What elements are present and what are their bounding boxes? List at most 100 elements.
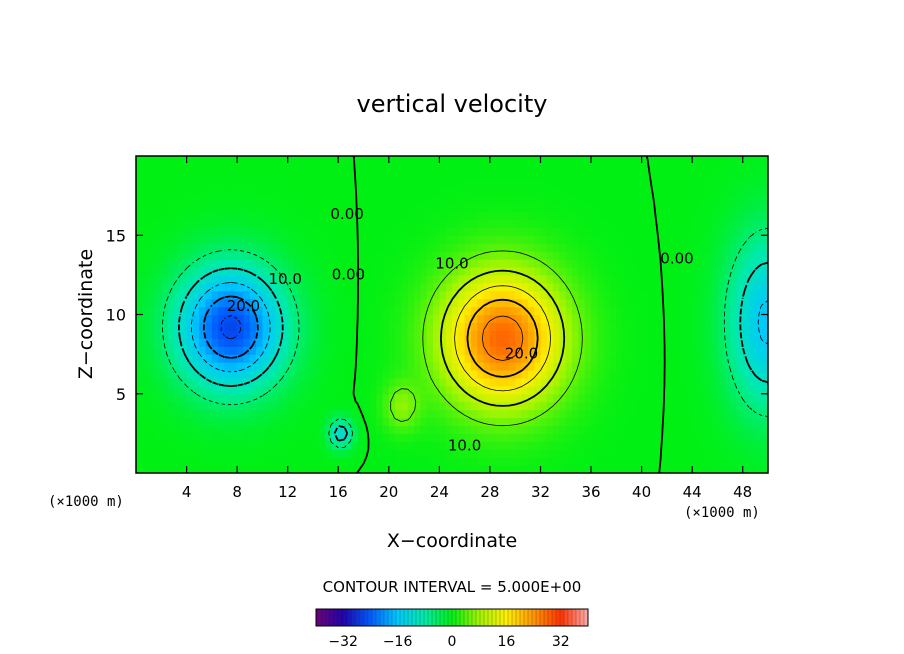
heatmap-cell xyxy=(439,306,447,316)
heatmap-cell xyxy=(319,362,327,371)
heatmap-cell xyxy=(211,449,219,458)
heatmap-cell xyxy=(224,235,232,244)
heatmap-cell xyxy=(572,385,579,395)
heatmap-cell xyxy=(331,457,339,466)
heatmap-cell xyxy=(357,433,365,442)
heatmap-cell xyxy=(218,156,226,165)
heatmap-cell xyxy=(572,203,579,213)
heatmap-cell xyxy=(496,417,504,427)
heatmap-cell xyxy=(268,322,276,331)
heatmap-cell xyxy=(679,274,687,284)
heatmap-cell xyxy=(439,179,447,189)
heatmap-cell xyxy=(369,227,377,236)
heatmap-cell xyxy=(294,156,301,165)
heatmap-cell xyxy=(730,259,737,268)
heatmap-cell xyxy=(344,362,352,371)
heatmap-cell xyxy=(180,354,188,363)
heatmap-cell xyxy=(736,417,744,427)
heatmap-cell xyxy=(591,290,598,300)
heatmap-cell xyxy=(211,393,219,403)
heatmap-cell xyxy=(717,465,725,473)
heatmap-cell xyxy=(603,441,611,450)
heatmap-cell xyxy=(199,266,207,276)
heatmap-cell xyxy=(180,417,188,427)
heatmap-cell xyxy=(439,354,447,363)
heatmap-cell xyxy=(496,330,504,339)
heatmap-cell xyxy=(237,338,245,347)
heatmap-cell xyxy=(711,282,719,292)
heatmap-cell xyxy=(300,274,308,284)
heatmap-cell xyxy=(553,369,561,379)
heatmap-cell xyxy=(591,266,598,276)
heatmap-cell xyxy=(515,385,523,395)
heatmap-cell xyxy=(730,457,737,466)
heatmap-cell xyxy=(660,290,668,300)
colorbar-segment xyxy=(483,608,489,627)
heatmap-cell xyxy=(749,417,756,427)
heatmap-cell xyxy=(584,441,592,450)
heatmap-cell xyxy=(395,377,403,387)
heatmap-cell xyxy=(572,195,579,205)
heatmap-cell xyxy=(199,338,207,347)
heatmap-cell xyxy=(489,298,497,308)
heatmap-cell xyxy=(161,457,169,466)
heatmap-cell xyxy=(534,259,542,268)
heatmap-cell xyxy=(294,171,301,181)
heatmap-cell xyxy=(559,330,567,339)
heatmap-cell xyxy=(312,338,320,347)
heatmap-cell xyxy=(237,330,245,339)
heatmap-cell xyxy=(730,330,737,339)
heatmap-cell xyxy=(584,393,592,403)
heatmap-cell xyxy=(730,195,737,205)
heatmap-cell xyxy=(205,179,213,189)
heatmap-cell xyxy=(294,259,301,268)
heatmap-cell xyxy=(628,195,636,205)
heatmap-cell xyxy=(262,401,270,411)
heatmap-cell xyxy=(256,409,263,419)
heatmap-cell xyxy=(256,179,263,189)
heatmap-cell xyxy=(584,425,592,434)
heatmap-cell xyxy=(439,338,447,347)
colorbar-segment xyxy=(319,608,325,627)
heatmap-cell xyxy=(464,274,472,284)
heatmap-cell xyxy=(186,362,194,371)
heatmap-cell xyxy=(458,401,466,411)
heatmap-cell xyxy=(559,171,567,181)
heatmap-cell xyxy=(666,243,674,252)
heatmap-cell xyxy=(287,425,295,434)
heatmap-cell xyxy=(578,409,586,419)
heatmap-cell xyxy=(256,219,263,228)
heatmap-cell xyxy=(527,417,535,427)
heatmap-cell xyxy=(433,179,440,189)
heatmap-cell xyxy=(641,195,649,205)
heatmap-cell xyxy=(186,235,194,244)
heatmap-cell xyxy=(173,322,181,331)
heatmap-cell xyxy=(325,433,333,442)
heatmap-cell xyxy=(673,393,681,403)
heatmap-cell xyxy=(161,227,169,236)
heatmap-cell xyxy=(641,243,649,252)
heatmap-cell xyxy=(325,187,333,197)
heatmap-cell xyxy=(319,290,327,300)
heatmap-cell xyxy=(338,449,346,458)
heatmap-cell xyxy=(224,156,232,165)
heatmap-cell xyxy=(142,156,150,165)
heatmap-cell xyxy=(692,465,700,473)
heatmap-cell xyxy=(388,354,396,363)
heatmap-cell xyxy=(761,266,768,276)
heatmap-cell xyxy=(395,203,403,213)
heatmap-cell xyxy=(546,433,554,442)
heatmap-cell xyxy=(237,227,245,236)
heatmap-cell xyxy=(211,219,219,228)
heatmap-cell xyxy=(243,251,251,260)
heatmap-cell xyxy=(382,290,390,300)
heatmap-cell xyxy=(698,330,706,339)
heatmap-cell xyxy=(369,274,377,284)
heatmap-cell xyxy=(647,298,655,308)
heatmap-cell xyxy=(610,322,617,331)
heatmap-cell xyxy=(173,409,181,419)
heatmap-cell xyxy=(749,243,756,252)
heatmap-cell xyxy=(218,187,226,197)
heatmap-cell xyxy=(249,457,257,466)
heatmap-cell xyxy=(186,354,194,363)
